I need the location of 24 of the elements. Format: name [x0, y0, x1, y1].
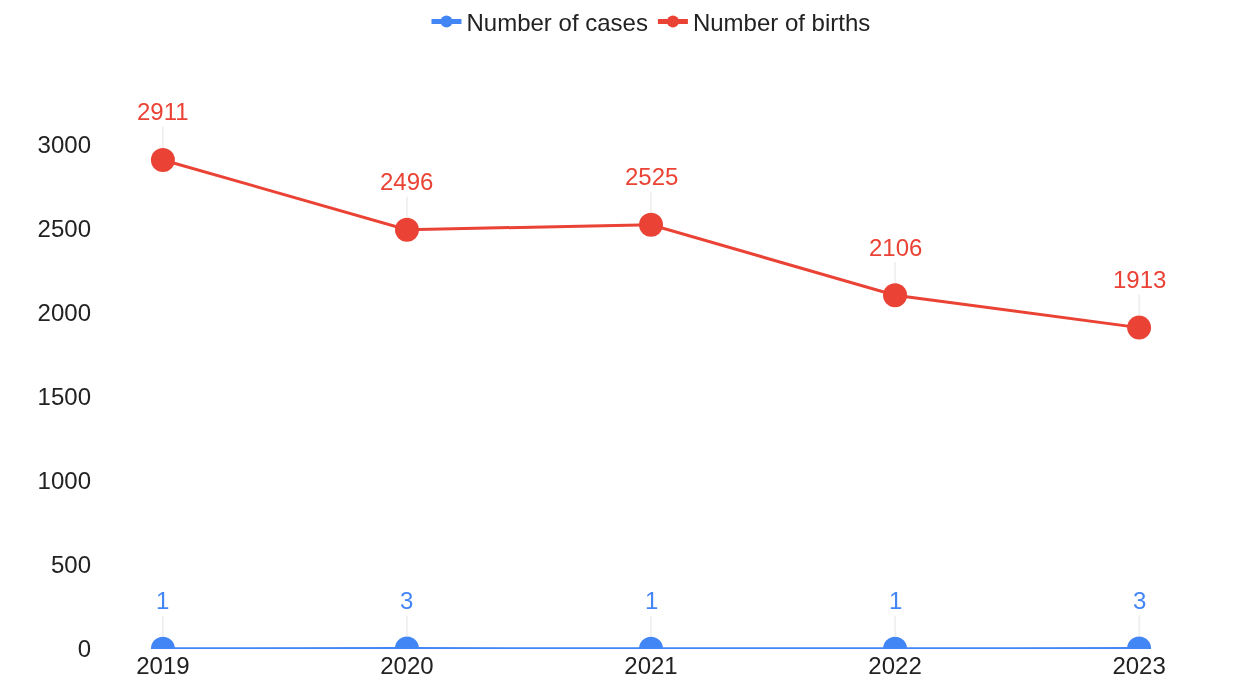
data-label: 3 [1133, 587, 1147, 614]
y-tick-label: 500 [50, 551, 91, 579]
x-tick-label: 2021 [624, 652, 678, 679]
y-tick-label: 2000 [37, 299, 91, 327]
data-label: 2106 [869, 234, 923, 261]
x-tick-label: 2023 [1112, 652, 1166, 679]
y-tick-label: 0 [77, 635, 91, 663]
y-tick-label: 1000 [37, 467, 91, 495]
x-tick-label: 2020 [380, 652, 434, 679]
data-label: 1 [889, 587, 903, 614]
data-label: 3 [400, 587, 414, 614]
data-label: 1 [156, 587, 170, 614]
data-label: 2525 [625, 163, 679, 190]
legend-label: Number of cases [466, 8, 648, 36]
data-label: 1 [645, 587, 659, 614]
y-tick-label: 3000 [37, 131, 91, 159]
legend-label: Number of births [692, 8, 871, 36]
data-label: 1913 [1113, 266, 1167, 293]
data-label: 2496 [380, 168, 434, 195]
x-tick-label: 2022 [868, 652, 922, 679]
y-tick-label: 2500 [37, 215, 91, 243]
data-label: 2911 [137, 98, 189, 125]
x-tick-label: 2019 [136, 652, 190, 679]
y-tick-label: 1500 [37, 383, 91, 411]
